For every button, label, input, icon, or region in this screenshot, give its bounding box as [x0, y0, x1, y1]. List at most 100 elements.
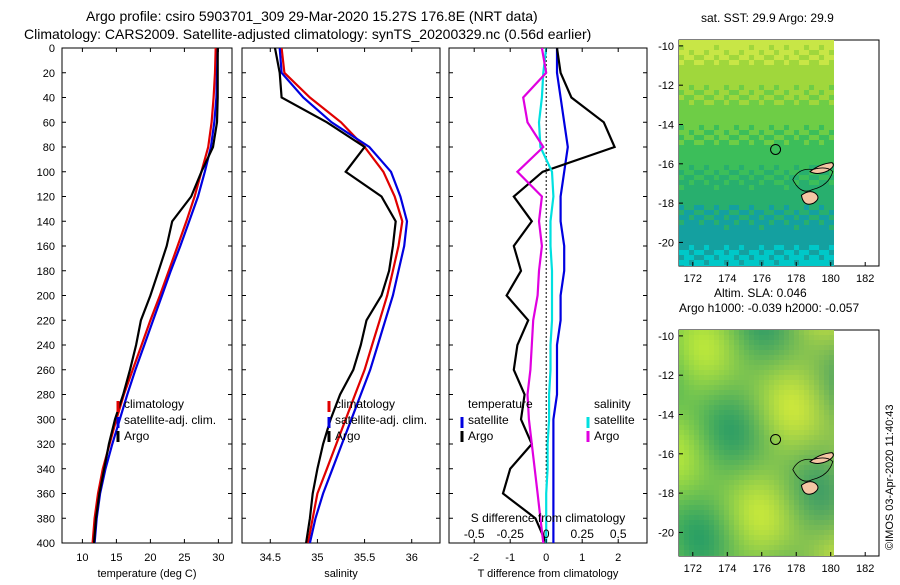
map-cell — [764, 50, 769, 55]
map-cell — [704, 395, 709, 400]
map-cell — [819, 155, 824, 160]
map-cell — [759, 365, 764, 370]
map-cell — [689, 495, 694, 500]
map-cell — [754, 390, 759, 395]
map-cell — [749, 515, 754, 520]
map-cell — [754, 165, 759, 170]
map-cell — [759, 230, 764, 235]
map-cell — [744, 215, 749, 220]
map-cell — [704, 185, 709, 190]
map-cell — [714, 390, 719, 395]
map-cell — [829, 365, 834, 370]
map-cell — [734, 410, 739, 415]
map-cell — [774, 515, 779, 520]
map-cell — [794, 520, 799, 525]
map-cell — [719, 80, 724, 85]
map-cell — [779, 395, 784, 400]
map-cell — [809, 255, 814, 260]
map-cell — [799, 550, 804, 555]
map-cell — [714, 250, 719, 255]
map-cell — [764, 505, 769, 510]
map-cell — [724, 90, 729, 95]
map-cell — [784, 330, 789, 335]
map-cell — [794, 510, 799, 515]
map-cell — [709, 335, 714, 340]
map-cell — [829, 170, 834, 175]
map-cell — [764, 115, 769, 120]
map-cell — [689, 460, 694, 465]
map-cell — [824, 480, 829, 485]
map-cell — [799, 505, 804, 510]
map-cell — [759, 520, 764, 525]
map-cell — [774, 50, 779, 55]
map-cell — [739, 160, 744, 165]
map-cell — [719, 450, 724, 455]
map-cell — [694, 530, 699, 535]
map-cell — [764, 175, 769, 180]
temperature-legend: climatology satellite-adj. clim. Argo — [116, 397, 216, 443]
map-cell — [754, 500, 759, 505]
map-cell — [799, 435, 804, 440]
map-cell — [709, 545, 714, 550]
map-cell — [804, 410, 809, 415]
map-cell — [724, 465, 729, 470]
map-cell — [714, 445, 719, 450]
map-cell — [794, 90, 799, 95]
map-cell — [699, 335, 704, 340]
map-cell — [819, 525, 824, 530]
map-cell — [784, 355, 789, 360]
map-cell — [679, 145, 684, 150]
map-cell — [689, 385, 694, 390]
map-cell — [769, 510, 774, 515]
map-cell — [704, 145, 709, 150]
map-cell — [809, 100, 814, 105]
map-cell — [684, 135, 689, 140]
map-cell — [819, 485, 824, 490]
map-cell — [694, 380, 699, 385]
map-cell — [744, 160, 749, 165]
map-cell — [684, 395, 689, 400]
map-cell — [724, 165, 729, 170]
map-cell — [799, 500, 804, 505]
map-cell — [759, 530, 764, 535]
map-cell — [814, 380, 819, 385]
map-cell — [819, 330, 824, 335]
map-cell — [824, 370, 829, 375]
map-cell — [814, 480, 819, 485]
map-cell — [764, 220, 769, 225]
map-cell — [704, 475, 709, 480]
map-cell — [764, 85, 769, 90]
map-cell — [749, 410, 754, 415]
map-cell — [769, 90, 774, 95]
map-cell — [769, 330, 774, 335]
map-cell — [734, 550, 739, 555]
map-cell — [824, 500, 829, 505]
map-cell — [704, 265, 709, 266]
map-cell — [764, 370, 769, 375]
map-cell — [819, 220, 824, 225]
map-cell — [714, 450, 719, 455]
map-cell — [824, 70, 829, 75]
map-cell — [689, 135, 694, 140]
map-cell — [794, 400, 799, 405]
map-cell — [824, 445, 829, 450]
map-cell — [739, 450, 744, 455]
map-cell — [774, 475, 779, 480]
map-cell — [804, 340, 809, 345]
map-cell — [689, 210, 694, 215]
map-cell — [724, 345, 729, 350]
map-cell — [794, 480, 799, 485]
map-cell — [784, 540, 789, 545]
map-cell — [679, 345, 684, 350]
map-cell — [694, 180, 699, 185]
map-cell — [724, 155, 729, 160]
map-cell — [694, 400, 699, 405]
map-cell — [744, 490, 749, 495]
map-cell — [719, 335, 724, 340]
map-cell — [814, 70, 819, 75]
map-cell — [729, 215, 734, 220]
map-cell — [684, 415, 689, 420]
map-cell — [754, 45, 759, 50]
map-cell — [719, 435, 724, 440]
